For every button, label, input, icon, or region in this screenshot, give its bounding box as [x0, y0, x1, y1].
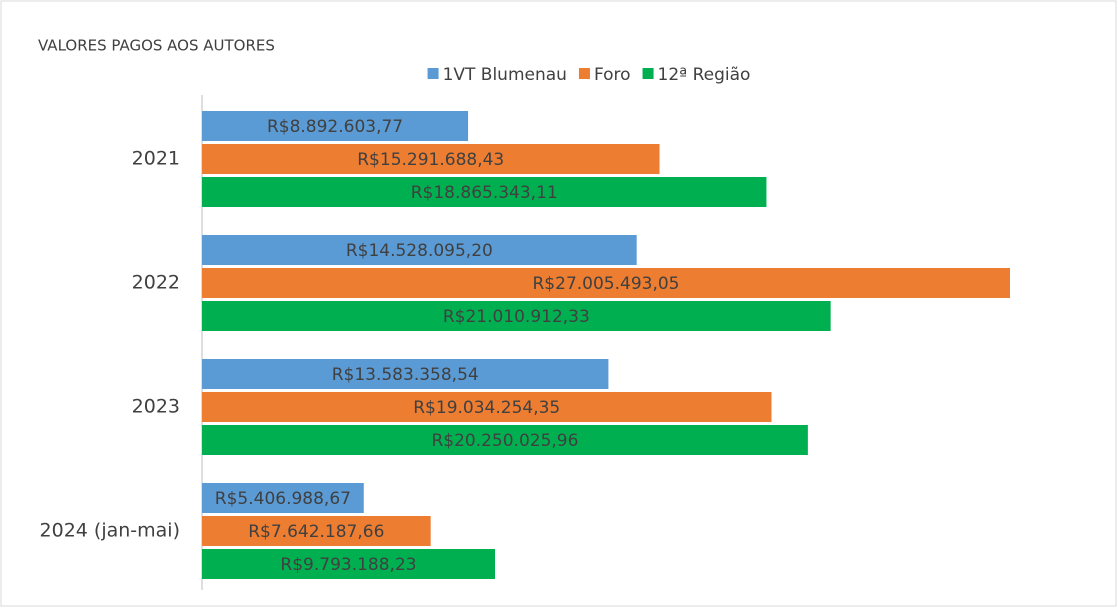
bar [202, 425, 808, 455]
legend-label: Foro [594, 65, 631, 85]
legend-swatch [642, 68, 654, 79]
bar [202, 235, 637, 265]
bar [202, 301, 831, 331]
data-label: R$13.583.358,54 [332, 365, 479, 385]
y-tick-label: 2021 [132, 148, 180, 170]
legend-swatch [427, 68, 439, 79]
data-label: R$14.528.095,20 [346, 241, 493, 261]
data-label: R$19.034.254,35 [413, 398, 560, 418]
y-tick-label: 2022 [132, 272, 180, 294]
y-tick-label: 2024 (jan-mai) [40, 520, 180, 542]
bar [202, 268, 1010, 298]
data-label: R$18.865.343,11 [411, 183, 558, 203]
bar [202, 144, 660, 174]
bar [202, 177, 767, 207]
bar [202, 111, 469, 141]
legend-label: 12ª Região [658, 65, 751, 85]
legend-label: 1VT Blumenau [443, 65, 567, 85]
legend-swatch [578, 68, 590, 79]
chart-title: VALORES PAGOS AOS AUTORES [38, 37, 275, 55]
data-label: R$8.892.603,77 [267, 117, 403, 137]
bar [202, 516, 431, 546]
data-label: R$27.005.493,05 [533, 274, 680, 294]
bar [202, 549, 496, 579]
data-label: R$5.406.988,67 [215, 489, 351, 509]
data-label: R$15.291.688,43 [357, 150, 504, 170]
bar [202, 483, 364, 513]
data-label: R$9.793.188,23 [280, 555, 416, 575]
bar [202, 359, 609, 389]
y-tick-label: 2023 [132, 396, 180, 418]
data-label: R$21.010.912,33 [443, 307, 590, 327]
bar [202, 392, 772, 422]
data-label: R$7.642.187,66 [248, 522, 384, 542]
data-label: R$20.250.025,96 [431, 431, 578, 451]
